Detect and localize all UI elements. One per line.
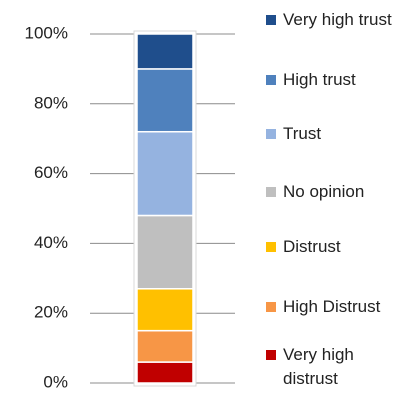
legend-swatch [266,75,276,85]
legend-swatch [266,129,276,139]
legend-item: Very high trust [266,8,393,32]
legend-label: High Distrust [283,297,381,316]
legend-item: Very high distrust [266,343,393,391]
bar-segment [136,361,194,384]
legend-item: High Distrust [266,295,393,319]
y-tick-label: 80% [34,93,68,112]
bar-segment [136,329,194,363]
bar-segment [136,288,194,332]
legend-swatch [266,15,276,25]
legend-label: High trust [283,70,356,89]
y-tick-label: 0% [43,372,68,391]
legend-swatch [266,302,276,312]
bar-segment [136,214,194,290]
legend-swatch [266,242,276,252]
legend-swatch [266,187,276,197]
bar-segment [136,130,194,217]
legend-label: Very high trust [283,10,392,29]
y-tick-label: 20% [34,303,68,322]
legend-item: No opinion [266,180,393,204]
legend-item: Distrust [266,235,393,259]
bar-segment [136,68,194,133]
y-tick-label: 40% [34,233,68,252]
legend-label: Distrust [283,237,341,256]
y-tick-label: 60% [34,163,68,182]
legend-item: Trust [266,122,393,146]
legend-swatch [266,350,276,360]
legend-label: Very high distrust [283,345,354,388]
y-tick-label: 100% [25,23,68,42]
bar-segment [136,33,194,70]
legend-label: Trust [283,124,322,143]
legend-label: No opinion [283,182,365,201]
legend-item: High trust [266,68,393,92]
